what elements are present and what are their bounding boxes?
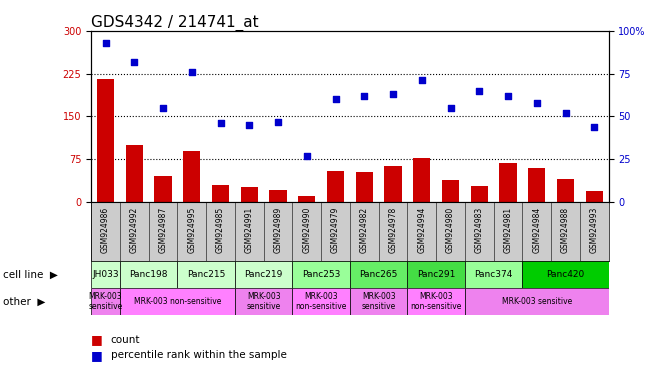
Point bbox=[445, 105, 456, 111]
Text: GSM924994: GSM924994 bbox=[417, 207, 426, 253]
Text: cell line  ▶: cell line ▶ bbox=[3, 270, 58, 280]
Text: Panc219: Panc219 bbox=[245, 270, 283, 279]
Point bbox=[503, 93, 513, 99]
Text: GSM924995: GSM924995 bbox=[187, 207, 196, 253]
Text: GSM924986: GSM924986 bbox=[101, 207, 110, 253]
Text: GSM924989: GSM924989 bbox=[273, 207, 283, 253]
Bar bbox=[292, 288, 350, 315]
Bar bbox=[120, 288, 235, 315]
Text: GSM924983: GSM924983 bbox=[475, 207, 484, 253]
Text: Panc291: Panc291 bbox=[417, 270, 455, 279]
Bar bbox=[408, 288, 465, 315]
Text: GSM924979: GSM924979 bbox=[331, 207, 340, 253]
Point bbox=[561, 110, 571, 116]
Bar bbox=[298, 197, 315, 202]
Text: MRK-003
non-sensitive: MRK-003 non-sensitive bbox=[296, 292, 347, 311]
Text: GSM924984: GSM924984 bbox=[533, 207, 541, 253]
Bar bbox=[270, 190, 286, 202]
Point bbox=[388, 91, 398, 97]
Point bbox=[589, 124, 600, 130]
Bar bbox=[235, 261, 292, 288]
Text: ■: ■ bbox=[91, 333, 103, 346]
Point bbox=[301, 153, 312, 159]
Text: Panc198: Panc198 bbox=[130, 270, 168, 279]
Bar bbox=[292, 261, 350, 288]
Text: GSM924981: GSM924981 bbox=[504, 207, 512, 253]
Bar bbox=[522, 261, 609, 288]
Bar bbox=[183, 151, 201, 202]
Text: Panc215: Panc215 bbox=[187, 270, 225, 279]
Bar bbox=[120, 261, 177, 288]
Text: GSM924992: GSM924992 bbox=[130, 207, 139, 253]
Text: JH033: JH033 bbox=[92, 270, 119, 279]
Bar bbox=[465, 261, 522, 288]
Text: GSM924988: GSM924988 bbox=[561, 207, 570, 253]
Bar bbox=[499, 163, 517, 202]
Text: Panc420: Panc420 bbox=[546, 270, 585, 279]
Text: Panc265: Panc265 bbox=[359, 270, 398, 279]
Bar bbox=[97, 79, 114, 202]
Text: GDS4342 / 214741_at: GDS4342 / 214741_at bbox=[91, 15, 258, 31]
Point bbox=[100, 40, 111, 46]
Text: GSM924993: GSM924993 bbox=[590, 207, 599, 253]
Text: GSM924991: GSM924991 bbox=[245, 207, 254, 253]
Bar bbox=[327, 171, 344, 202]
Text: other  ▶: other ▶ bbox=[3, 296, 46, 306]
Bar bbox=[350, 288, 408, 315]
Point bbox=[215, 120, 226, 126]
Text: MRK-003 non-sensitive: MRK-003 non-sensitive bbox=[133, 297, 221, 306]
Bar bbox=[212, 185, 229, 202]
Text: MRK-003
sensitive: MRK-003 sensitive bbox=[361, 292, 396, 311]
Text: GSM924982: GSM924982 bbox=[360, 207, 368, 253]
Bar bbox=[408, 261, 465, 288]
Bar bbox=[384, 166, 402, 202]
Text: GSM924985: GSM924985 bbox=[216, 207, 225, 253]
Bar bbox=[91, 261, 120, 288]
Text: GSM924990: GSM924990 bbox=[302, 207, 311, 253]
Text: Panc374: Panc374 bbox=[475, 270, 513, 279]
Point bbox=[359, 93, 370, 99]
Text: MRK-003
sensitive: MRK-003 sensitive bbox=[89, 292, 122, 311]
Bar bbox=[235, 288, 292, 315]
Point bbox=[244, 122, 255, 128]
Point bbox=[330, 96, 340, 103]
Text: MRK-003 sensitive: MRK-003 sensitive bbox=[502, 297, 572, 306]
Bar bbox=[413, 158, 430, 202]
Bar bbox=[91, 288, 120, 315]
Point bbox=[129, 58, 139, 65]
Bar bbox=[350, 261, 408, 288]
Text: percentile rank within the sample: percentile rank within the sample bbox=[111, 350, 286, 360]
Bar bbox=[355, 172, 373, 202]
Bar bbox=[557, 179, 574, 202]
Text: MRK-003
sensitive: MRK-003 sensitive bbox=[247, 292, 281, 311]
Bar bbox=[126, 145, 143, 202]
Point bbox=[417, 78, 427, 84]
Text: count: count bbox=[111, 335, 140, 345]
Point bbox=[273, 119, 283, 125]
Text: GSM924987: GSM924987 bbox=[159, 207, 167, 253]
Bar bbox=[586, 191, 603, 202]
Text: GSM924980: GSM924980 bbox=[446, 207, 455, 253]
Point bbox=[532, 100, 542, 106]
Bar bbox=[178, 261, 235, 288]
Text: GSM924978: GSM924978 bbox=[389, 207, 398, 253]
Point bbox=[474, 88, 484, 94]
Bar bbox=[465, 288, 609, 315]
Bar bbox=[471, 186, 488, 202]
Point bbox=[158, 105, 168, 111]
Bar bbox=[154, 177, 172, 202]
Bar bbox=[528, 168, 546, 202]
Point bbox=[187, 69, 197, 75]
Text: ■: ■ bbox=[91, 349, 103, 362]
Bar bbox=[241, 187, 258, 202]
Text: Panc253: Panc253 bbox=[302, 270, 340, 279]
Text: MRK-003
non-sensitive: MRK-003 non-sensitive bbox=[411, 292, 462, 311]
Bar bbox=[442, 180, 459, 202]
